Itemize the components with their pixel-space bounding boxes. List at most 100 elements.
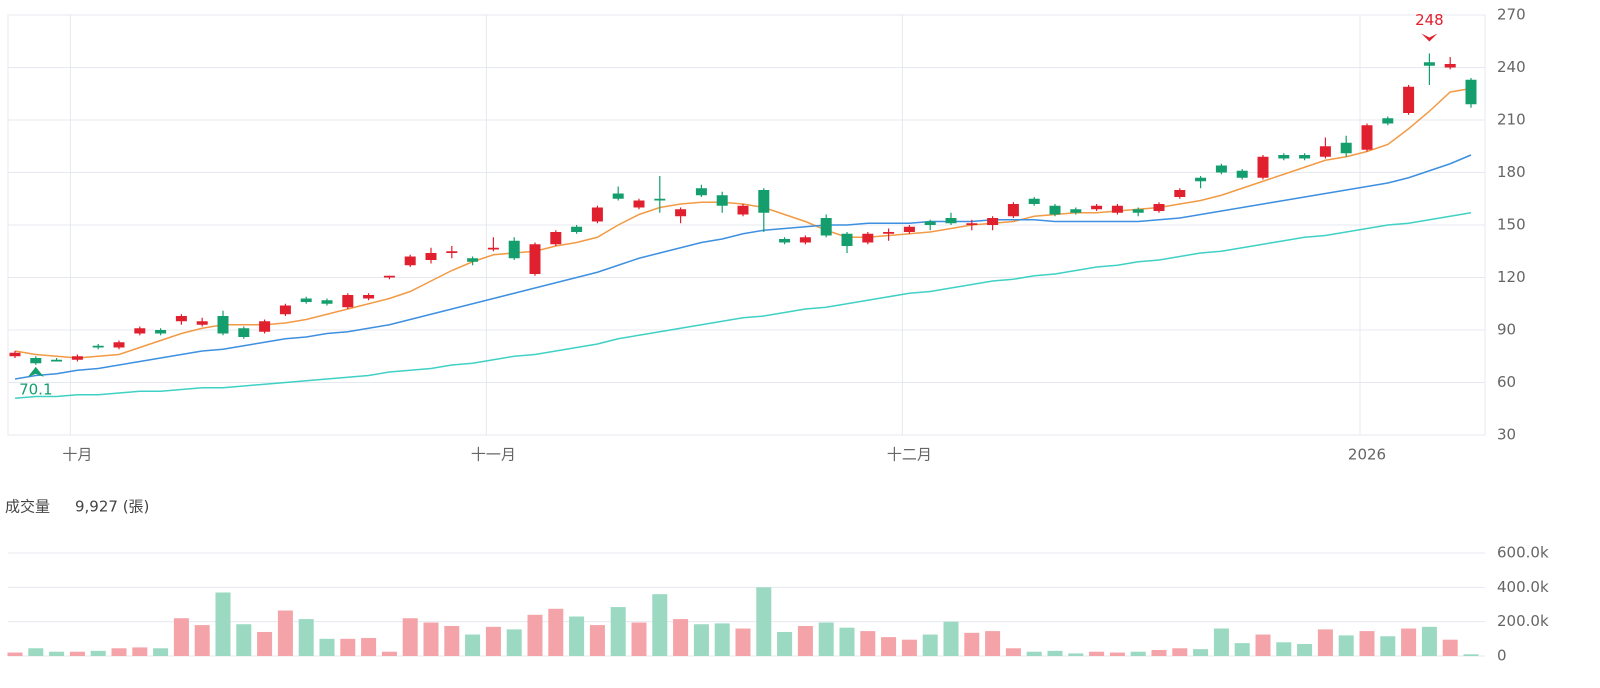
candle-body: [113, 342, 125, 348]
x-tick-label: 2026: [1348, 446, 1386, 464]
volume-title: 成交量: [5, 498, 50, 516]
volume-bar: [28, 648, 44, 656]
volume-bar: [1193, 649, 1209, 656]
candle-body: [1361, 125, 1373, 150]
candle-body: [1028, 198, 1040, 204]
y-tick-label: 90: [1497, 321, 1516, 339]
volume-bar: [1276, 642, 1292, 656]
volume-bar: [173, 618, 189, 656]
volume-bar: [1338, 635, 1354, 656]
volume-bar: [257, 631, 273, 656]
volume-bar: [1380, 636, 1396, 656]
candle-body: [259, 321, 271, 332]
volume-bar: [215, 592, 231, 656]
candle-body: [1423, 62, 1435, 66]
volume-bar: [111, 648, 127, 656]
volume-bar: [277, 610, 293, 656]
candle-body: [1091, 205, 1103, 210]
volume-bar: [589, 625, 605, 656]
volume-bar: [423, 622, 439, 656]
candle-body: [1319, 146, 1331, 157]
candle-body: [799, 237, 811, 243]
candle-body: [363, 295, 375, 299]
y-tick-label: 30: [1497, 426, 1516, 444]
volume-bar: [1047, 650, 1063, 656]
volume-bar: [735, 628, 751, 656]
candle-body: [279, 305, 291, 315]
y-tick-label: 120: [1497, 268, 1526, 286]
volume-bar: [194, 625, 210, 656]
volume-bar: [298, 619, 314, 656]
volume-bar: [1068, 653, 1084, 656]
candle-body: [924, 221, 936, 225]
volume-bar: [610, 607, 626, 656]
volume-bar: [1359, 631, 1375, 656]
candle-body: [675, 209, 687, 217]
candle-body: [966, 223, 978, 225]
candle-body: [1215, 165, 1227, 173]
volume-bar: [922, 634, 938, 656]
candle-body: [1444, 64, 1456, 68]
volume-bar: [756, 587, 772, 656]
volume-bar: [1463, 654, 1479, 656]
volume-bar: [652, 594, 668, 656]
y-tick-label: 240: [1497, 58, 1526, 76]
candle-body: [883, 232, 895, 234]
volume-bar: [527, 614, 543, 656]
candle-body: [612, 193, 624, 199]
candle-body: [591, 207, 603, 222]
candle-body: [1132, 209, 1144, 213]
volume-bar: [1297, 643, 1313, 656]
x-tick-label: 十二月: [887, 446, 932, 464]
candle-body: [1278, 155, 1290, 159]
candle-body: [654, 198, 666, 201]
volume-bar: [818, 622, 834, 656]
y-tick-label: 200.0k: [1497, 612, 1549, 630]
volume-bar: [132, 647, 148, 656]
y-tick-label: 270: [1497, 6, 1526, 24]
volume-bar: [1234, 643, 1250, 656]
candle-body: [300, 298, 312, 302]
volume-bar: [402, 618, 418, 656]
volume-bar: [153, 648, 169, 656]
volume-bar: [964, 632, 980, 656]
candle-body: [1257, 156, 1269, 178]
volume-bar: [1172, 648, 1188, 656]
volume-bar: [693, 624, 709, 656]
candle-body: [841, 233, 853, 246]
candle-body: [945, 218, 957, 224]
candle-body: [383, 275, 395, 278]
candle-body: [321, 300, 333, 304]
volume-bar: [901, 639, 917, 656]
volume-bar: [548, 608, 564, 656]
candle-body: [30, 358, 42, 364]
volume-bar: [673, 619, 689, 656]
candle-body: [196, 321, 208, 325]
candle-body: [487, 247, 499, 250]
y-tick-label: 150: [1497, 216, 1526, 234]
candle-body: [404, 256, 416, 266]
volume-bar: [1442, 639, 1458, 656]
candle-body: [1174, 190, 1186, 197]
volume-bar: [797, 625, 813, 656]
y-tick-label: 600.0k: [1497, 544, 1549, 562]
volume-bar: [1089, 651, 1105, 656]
volume-bar: [777, 631, 793, 656]
candle-body: [155, 330, 167, 334]
low-label: 70.1: [19, 380, 52, 398]
candle-body: [862, 233, 874, 243]
volume-bar: [1109, 652, 1125, 656]
candle-body: [425, 253, 437, 260]
y-tick-label: 400.0k: [1497, 578, 1549, 596]
candle-body: [1236, 170, 1248, 178]
candle-body: [820, 218, 832, 236]
volume-bar: [1005, 648, 1021, 656]
candle-body: [134, 328, 146, 334]
volume-bar: [569, 616, 585, 656]
candle-body: [9, 352, 21, 357]
candle-body: [508, 240, 520, 259]
volume-bar: [444, 625, 460, 656]
candle-body: [716, 195, 728, 206]
candle-body: [1403, 86, 1415, 113]
